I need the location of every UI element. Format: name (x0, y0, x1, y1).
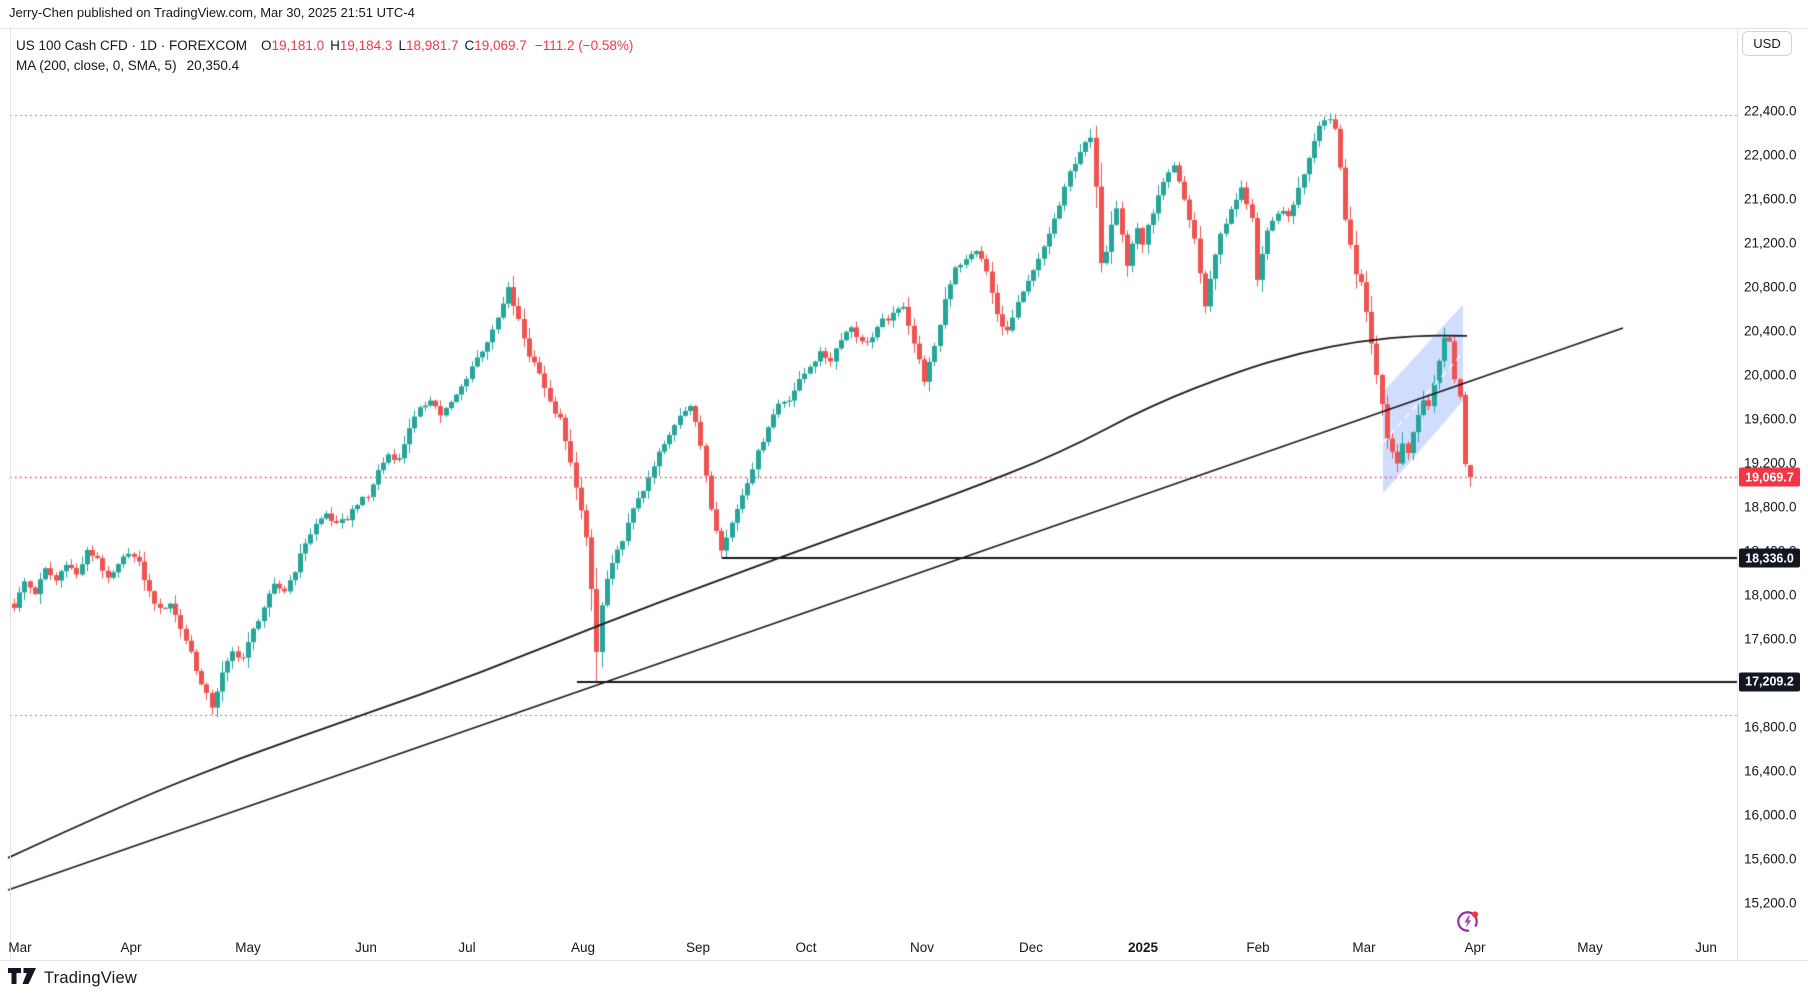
time-axis-label: Oct (795, 940, 817, 955)
tradingview-logo-icon (8, 966, 37, 991)
ohlc-value: 19,184.3 (339, 38, 393, 53)
ohlc-value: 19,181.0 (271, 38, 325, 53)
time-axis-label: 2025 (1127, 940, 1159, 955)
time-axis-label: Apr (1464, 940, 1486, 955)
price-axis-label: 20,800.0 (1744, 279, 1797, 295)
plot-left-border (10, 28, 11, 960)
currency-button[interactable]: USD (1742, 31, 1792, 56)
change-value: −111.2 (−0.58%) (534, 38, 634, 53)
flash-events-icon[interactable] (1455, 908, 1481, 934)
time-axis-label: Jul (458, 940, 476, 955)
time-axis-label: Jun (1695, 940, 1717, 955)
price-axis-label: 16,000.0 (1744, 807, 1797, 823)
chart-legend: US 100 Cash CFD · 1D · FOREXCOM O19,181.0… (16, 36, 633, 76)
time-axis-label: Mar (1352, 940, 1376, 955)
ma-indicator-label[interactable]: MA (200, close, 0, SMA, 5) (16, 58, 177, 73)
time-axis-label: Sep (685, 940, 711, 955)
ohlc-value: 19,069.7 (474, 38, 527, 53)
ohlc-values: O19,181.0 H19,184.3 L18,981.7 C19,069.7 (255, 38, 527, 53)
price-axis-label: 20,400.0 (1744, 323, 1797, 339)
price-axis-separator (1737, 28, 1738, 960)
price-axis-label: 21,600.0 (1744, 191, 1797, 207)
indicator-row: MA (200, close, 0, SMA, 5) 20,350.4 (16, 56, 633, 76)
chart-frame-top-border (0, 28, 1808, 29)
ohlc-label: H (330, 38, 340, 53)
tradingview-brand-text: TradingView (44, 969, 137, 987)
price-level-badge: 17,209.2 (1739, 672, 1800, 692)
ohlc-label: L (398, 38, 406, 53)
price-axis-label: 19,200.0 (1744, 455, 1797, 471)
time-axis-label: May (235, 940, 261, 955)
chart-frame-bottom-border (0, 960, 1808, 961)
current-price-badge: 19,069.7 (1739, 467, 1800, 487)
price-axis-label: 22,000.0 (1744, 147, 1797, 163)
time-axis-label: Apr (120, 940, 142, 955)
price-axis-label: 20,000.0 (1744, 367, 1797, 383)
ma-indicator-value: 20,350.4 (186, 58, 240, 73)
price-axis-label: 22,400.0 (1744, 103, 1797, 119)
ohlc-label: C (464, 38, 475, 53)
price-axis-label: 18,000.0 (1744, 587, 1797, 603)
symbol-row: US 100 Cash CFD · 1D · FOREXCOM O19,181.0… (16, 36, 633, 56)
price-axis-label: 15,600.0 (1744, 851, 1797, 867)
ohlc-label: O (261, 38, 272, 53)
time-axis-label: Jun (355, 940, 377, 955)
time-axis-label: Nov (909, 940, 935, 955)
price-axis-label: 15,200.0 (1744, 895, 1797, 911)
price-axis-label: 19,600.0 (1744, 411, 1797, 427)
time-axis-label: Feb (1246, 940, 1270, 955)
time-axis-label: May (1577, 940, 1603, 955)
price-axis-label: 16,400.0 (1744, 763, 1797, 779)
price-level-badge: 18,336.0 (1739, 548, 1800, 568)
price-axis-label: 17,600.0 (1744, 631, 1797, 647)
price-axis-label: 21,200.0 (1744, 235, 1797, 251)
price-axis-label: 16,800.0 (1744, 719, 1797, 735)
time-axis-label: Aug (570, 940, 596, 955)
tradingview-logo[interactable]: TradingView (8, 966, 137, 991)
ohlc-value: 18,981.7 (405, 38, 459, 53)
time-axis-label: Dec (1018, 940, 1044, 955)
price-axis-label: 18,800.0 (1744, 499, 1797, 515)
time-axis-label: Mar (8, 940, 32, 955)
symbol-title[interactable]: US 100 Cash CFD · 1D · FOREXCOM (16, 38, 248, 53)
